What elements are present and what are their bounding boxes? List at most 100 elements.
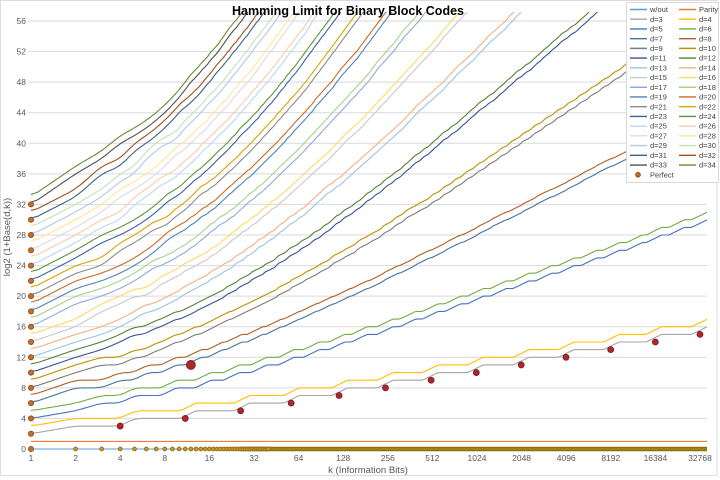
legend-item-d=3: d=3 <box>630 15 663 24</box>
perfect-marker-repetition <box>28 277 34 284</box>
legend-item-d=23: d=23 <box>630 112 667 121</box>
curve-d=30 <box>30 12 277 227</box>
curve-d=15 <box>30 12 468 342</box>
x-tick-label-2048: 2048 <box>512 453 531 463</box>
perfect-marker-trivial <box>193 446 199 452</box>
perfect-marker-trivial <box>132 446 137 452</box>
curve-d=33 <box>30 12 249 203</box>
legend-item-d=5: d=5 <box>630 25 663 34</box>
y-tick-label-40: 40 <box>17 138 27 148</box>
curves-group <box>30 12 707 450</box>
legend-item-d=21: d=21 <box>630 102 667 111</box>
legend-item-d=16: d=16 <box>679 73 716 82</box>
legend-item-Parity: Parity <box>679 5 718 14</box>
perfect-marker-repetition <box>28 446 34 452</box>
curve-d=32 <box>30 12 260 211</box>
legend-item-d=18: d=18 <box>679 83 716 92</box>
legend-item-d=19: d=19 <box>630 93 667 102</box>
x-tick-label-16384: 16384 <box>644 453 668 463</box>
legend-item-d=20: d=20 <box>679 93 716 102</box>
perfect-marker-repetition <box>28 262 34 269</box>
x-tick-label-32: 32 <box>249 453 259 463</box>
perfect-marker-trivial <box>99 446 105 452</box>
legend: w/out Parity d=3 d=4 d=5 d=6 d=7 d=8 d=9 d=10 d=11… <box>626 2 719 183</box>
curve-d=20 <box>30 12 387 303</box>
legend-label: w/out <box>649 5 669 14</box>
y-tick-label-52: 52 <box>17 47 27 57</box>
x-tick-label-256: 256 <box>381 453 395 463</box>
curve-d=29 <box>30 12 283 234</box>
perfect-marker-trivial <box>73 446 78 452</box>
curve-d=12 <box>30 12 590 365</box>
curve-d=23 <box>30 12 342 280</box>
curve-d=28 <box>30 12 295 242</box>
perfect-marker-repetition <box>28 308 34 315</box>
curve-d=8 <box>30 108 707 395</box>
perfect-markers-group <box>28 201 707 452</box>
legend-item-d=4: d=4 <box>679 15 712 24</box>
x-tick-label-1: 1 <box>29 453 34 463</box>
x-tick-label-4: 4 <box>118 453 123 463</box>
legend-label: d=24 <box>699 112 716 121</box>
perfect-marker-repetition <box>28 369 34 376</box>
y-axis-title: log2 (1+Base(d,k)) <box>2 198 13 276</box>
perfect-marker-trivial <box>266 446 271 452</box>
legend-item-d=14: d=14 <box>679 63 716 72</box>
perfect-marker-golay <box>185 360 196 370</box>
y-tick-label-48: 48 <box>17 77 27 87</box>
legend-label: d=13 <box>650 63 667 72</box>
perfect-marker-trivial <box>117 446 123 452</box>
x-tick-label-4096: 4096 <box>557 453 576 463</box>
legend-label: d=4 <box>699 15 712 24</box>
legend-label: d=14 <box>699 63 716 72</box>
perfect-marker-trivial <box>182 446 188 452</box>
curve-d=21 <box>30 12 365 295</box>
y-tick-label-12: 12 <box>17 352 27 362</box>
curve-d=22 <box>30 12 359 288</box>
perfect-marker-hamming <box>287 399 295 407</box>
legend-item-d=26: d=26 <box>679 122 716 131</box>
legend-label: d=9 <box>650 44 663 53</box>
perfect-marker-repetition <box>28 201 34 208</box>
legend-item-d=33: d=33 <box>630 161 667 170</box>
legend-item-d=27: d=27 <box>630 131 667 140</box>
perfect-marker-hamming <box>562 353 570 361</box>
legend-item-d=9: d=9 <box>630 44 663 53</box>
y-tick-label-32: 32 <box>17 199 27 209</box>
y-tick-label-44: 44 <box>17 108 27 118</box>
curve-d=19 <box>30 12 393 311</box>
legend-label: d=25 <box>650 122 667 131</box>
legend-label: d=19 <box>650 93 667 102</box>
perfect-marker-repetition <box>28 384 34 391</box>
perfect-marker-repetition <box>28 323 34 330</box>
curve-d=31 <box>30 12 265 219</box>
legend-label: d=23 <box>650 112 667 121</box>
perfect-marker-trivial <box>143 446 149 452</box>
legend-item-Perfect: Perfect <box>635 170 675 179</box>
perfect-marker-trivial <box>170 446 175 452</box>
y-tick-label-20: 20 <box>17 291 27 301</box>
y-tick-label-56: 56 <box>17 16 27 26</box>
curve-d=4 <box>30 318 707 427</box>
perfect-marker-trivial <box>162 446 168 452</box>
legend-label: d=20 <box>699 93 716 102</box>
x-tick-label-128: 128 <box>336 453 350 463</box>
legend-label: d=3 <box>650 15 663 24</box>
y-tick-label-4: 4 <box>21 413 26 423</box>
legend-label: d=16 <box>699 73 716 82</box>
legend-label: d=12 <box>699 54 716 63</box>
legend-label: d=30 <box>699 141 716 150</box>
legend-item-d=8: d=8 <box>679 34 712 43</box>
legend-label: d=27 <box>650 131 667 140</box>
curve-d=25 <box>30 12 320 265</box>
gridlines-group <box>28 20 707 450</box>
curve-d=34 <box>30 12 244 196</box>
legend-label: d=15 <box>650 73 667 82</box>
curve-d=24 <box>30 12 336 273</box>
legend-label: d=32 <box>699 151 716 160</box>
perfect-marker-repetition <box>28 216 34 223</box>
